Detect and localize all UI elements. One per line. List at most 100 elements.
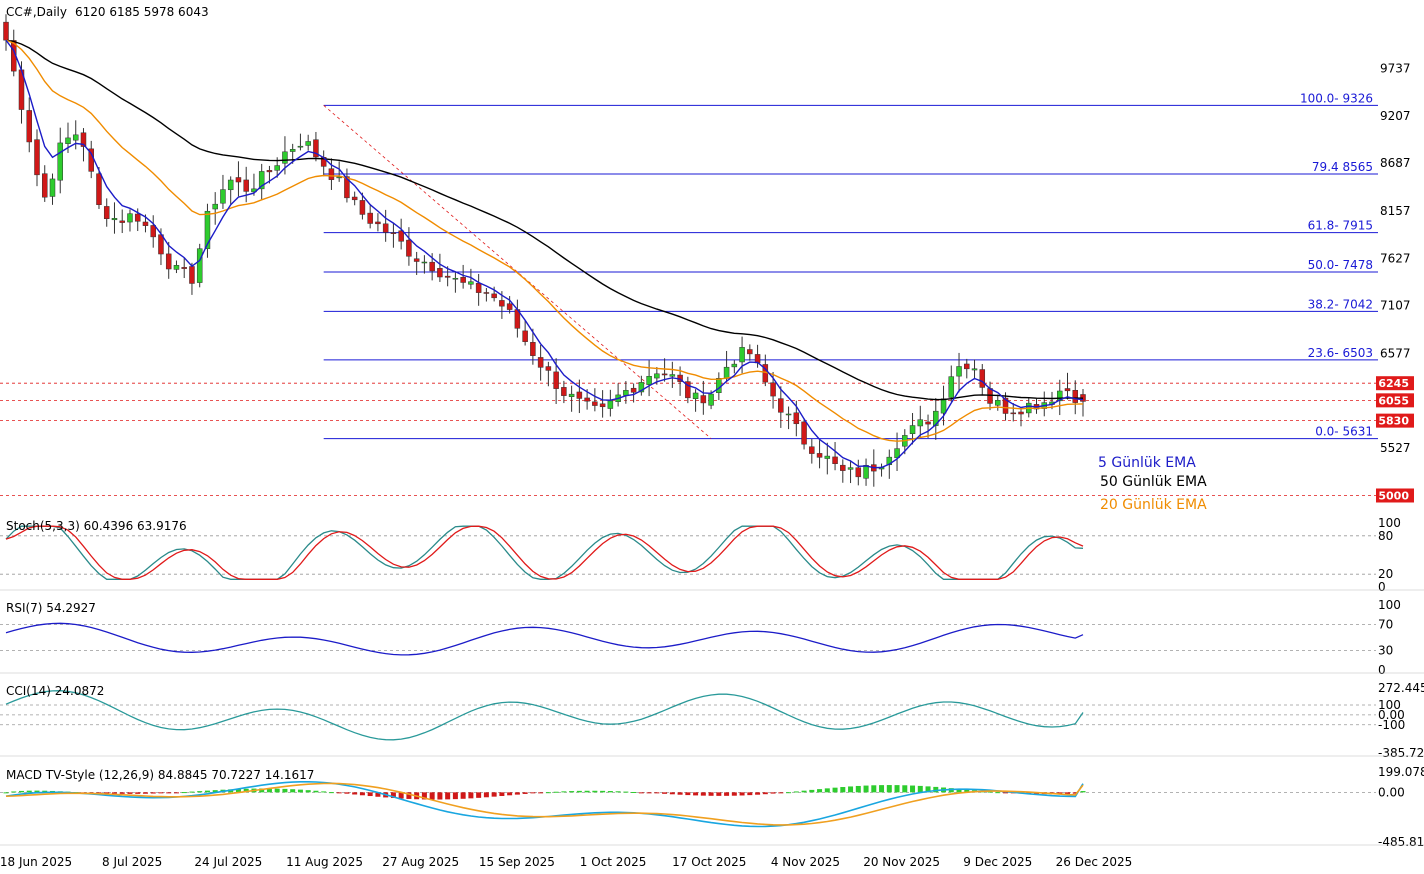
macd-histogram-bar [305,790,311,793]
candle-body [398,230,404,242]
candle-body [778,398,784,413]
macd-histogram-bar [948,788,954,793]
macd-histogram-bar [1080,791,1086,793]
macd-histogram-bar [848,786,854,793]
price-tick-label: 6577 [1380,346,1411,360]
macd-signal-line [5,782,1084,826]
macd-histogram-bar [197,791,203,793]
ema20-line [5,39,1084,442]
candle-body [576,391,583,399]
macd-histogram-bar [3,792,9,794]
date-tick-label: 15 Sep 2025 [479,855,555,869]
fib-label: 79.4 8565 [1312,160,1373,174]
candle-body [499,300,505,307]
macd-histogram-bar [290,789,296,793]
panel-tick-label: -385.727 [1378,746,1424,760]
fib-label: 100.0- 9326 [1300,91,1373,105]
candle-body [553,371,559,389]
panel-tick-label: 100 [1378,516,1401,530]
macd-histogram-bar [879,785,885,793]
macd-histogram-bar [638,792,644,794]
level-badge [1376,376,1414,391]
macd-histogram-bar [111,792,117,794]
candle-body [111,218,118,221]
candle-body [801,421,807,445]
macd-histogram-bar [375,792,381,797]
macd-histogram-bar [871,785,877,793]
candle-body [460,277,466,283]
macd-histogram-bar [437,792,443,800]
price-tick-label: 5527 [1380,441,1411,455]
candle-body [971,368,978,371]
candle-body [344,176,350,199]
date-tick-label: 18 Jun 2025 [0,855,72,869]
macd-histogram-bar [181,792,187,794]
macd-histogram-bar [592,790,598,793]
candle-body [979,369,986,388]
candle-body [669,374,676,377]
date-tick-label: 24 Jul 2025 [194,855,262,869]
candle-body [739,347,745,363]
price-tick-label: 7627 [1380,252,1411,266]
macd-histogram-bar [824,788,830,793]
macd-histogram-bar [104,792,110,794]
macd-histogram-bar [452,792,458,800]
candle-body [220,189,226,204]
macd-histogram-bar [623,791,629,793]
macd-histogram-bar [429,792,435,800]
macd-histogram-bar [569,791,575,793]
macd-histogram-bar [42,790,48,793]
price-tick-label: 9207 [1380,109,1411,123]
macd-histogram-bar [243,788,249,793]
candle-body [351,196,358,201]
level-badge [1376,488,1414,503]
panel-tick-label: 272.445 [1378,681,1424,695]
macd-histogram-bar [894,785,900,793]
macd-histogram-bar [297,789,303,793]
macd-histogram-bar [987,791,993,793]
macd-histogram-bar [468,792,474,799]
candle-body [119,220,125,223]
macd-histogram-bar [26,790,32,793]
rsi-title: RSI(7) 54.2927 [6,601,96,615]
macd-histogram-bar [189,791,195,793]
macd-histogram-bar [576,790,582,793]
candle-body [731,363,738,368]
panel-tick-label: 80 [1378,529,1393,543]
candle-body [491,293,497,299]
candle-body [522,330,528,342]
candle-body [468,281,474,285]
candle-body [196,248,203,283]
candle-body [258,171,265,190]
macd-histogram-bar [499,792,505,796]
macd-histogram-bar [367,792,373,797]
macd-histogram-bar [654,792,660,794]
macd-panel: 199.078 0.00 -485.811 [0,765,1424,849]
legend-ema20: 20 Günlük EMA [1100,497,1207,513]
macd-histogram-bar [514,792,520,795]
candle-body [3,21,9,41]
candle-body [917,419,924,427]
cci-title: CCI(14) 24.0872 [6,684,104,698]
macd-title: MACD TV-Style (12,26,9) 84.8845 70.7227 … [6,768,314,782]
date-tick-label: 17 Oct 2025 [672,855,746,869]
macd-histogram-bar [135,792,141,794]
macd-histogram-bar [173,792,179,794]
panel-tick-label: 70 [1378,618,1393,632]
candle-body [863,465,869,479]
date-tick-label: 26 Dec 2025 [1056,855,1133,869]
level-badge-label: 5000 [1378,489,1409,502]
candle-body [785,413,792,416]
macd-histogram-bar [817,789,823,793]
date-tick-label: 4 Nov 2025 [771,855,840,869]
macd-histogram-bar [460,792,466,799]
candle-body [49,178,56,197]
candle-body [96,173,102,205]
macd-histogram-bar [119,792,125,794]
macd-histogram-bar [755,792,761,795]
macd-histogram-bar [855,785,861,793]
fib-label: 61.8- 7915 [1308,219,1373,233]
rsi-line [5,622,1084,656]
